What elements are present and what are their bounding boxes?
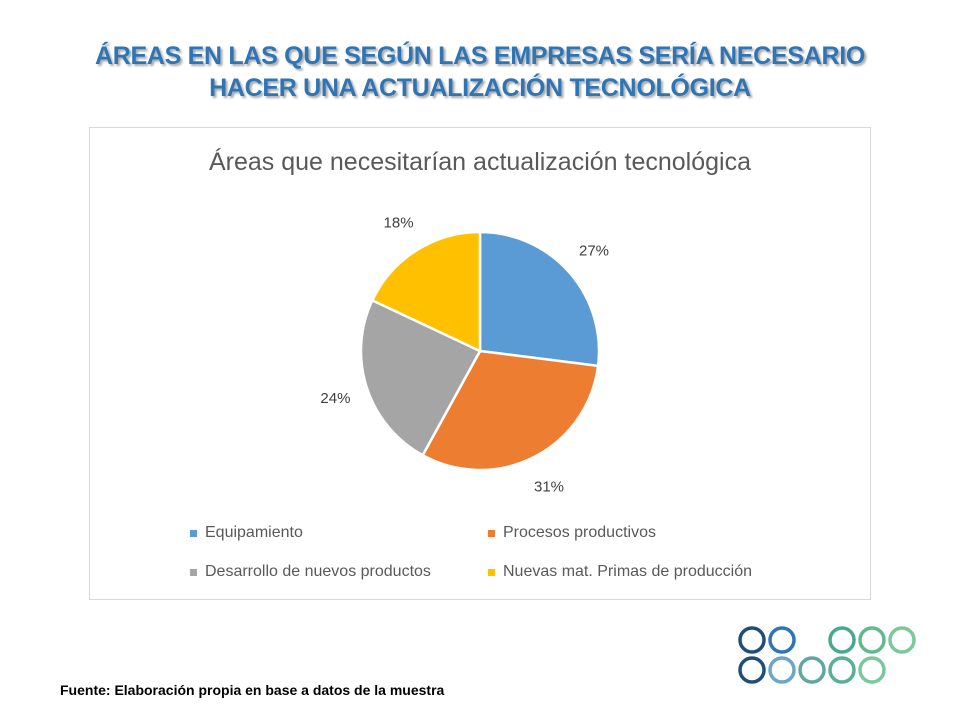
legend-item-equipamiento: Equipamiento bbox=[190, 524, 303, 542]
circles-logo-icon bbox=[738, 626, 916, 684]
slide-title-line-2: HACER UNA ACTUALIZACIÓN TECNOLÓGICA bbox=[209, 74, 751, 102]
data-label-nuevas-mat-primas-de-produccion: 18% bbox=[384, 215, 414, 232]
data-label-desarrollo-de-nuevos-productos: 24% bbox=[320, 390, 350, 407]
legend-item-procesos-productivos: Procesos productivos bbox=[488, 524, 656, 542]
slide-title: ÁREAS EN LAS QUE SEGÚN LAS EMPRESAS SERÍ… bbox=[0, 40, 960, 104]
legend-label: Nuevas mat. Primas de producción bbox=[503, 563, 752, 580]
pie-slice-procesos-productivos bbox=[420, 349, 600, 472]
legend-item-nuevas-mat-primas: Nuevas mat. Primas de producción bbox=[488, 563, 752, 581]
legend-label: Desarrollo de nuevos productos bbox=[205, 563, 431, 580]
data-label-procesos-productivos: 31% bbox=[534, 478, 564, 495]
legend-swatch bbox=[488, 568, 495, 576]
pie-slice-desarrollo-de-nuevos-productos bbox=[359, 298, 482, 457]
legend-label: Equipamiento bbox=[205, 524, 303, 541]
data-label-equipamiento: 27% bbox=[579, 242, 609, 259]
slide-title-line-1: ÁREAS EN LAS QUE SEGÚN LAS EMPRESAS SERÍ… bbox=[94, 42, 865, 70]
legend-swatch bbox=[190, 568, 197, 576]
legend-swatch bbox=[190, 529, 197, 537]
pie-slice-equipamiento bbox=[478, 230, 601, 368]
legend-item-desarrollo-nuevos-productos: Desarrollo de nuevos productos bbox=[190, 563, 431, 581]
legend-swatch bbox=[488, 529, 495, 537]
source-note: Fuente: Elaboración propia en base a dat… bbox=[60, 682, 445, 698]
pie-slice-nuevas-mat-primas-de-produccion bbox=[370, 230, 482, 353]
pie-slices bbox=[359, 230, 601, 472]
pie-data-labels: 27% 31% 24% 18% bbox=[320, 215, 609, 496]
chart-title: Áreas que necesitarían actualización tec… bbox=[208, 148, 751, 176]
legend-label: Procesos productivos bbox=[503, 524, 656, 541]
